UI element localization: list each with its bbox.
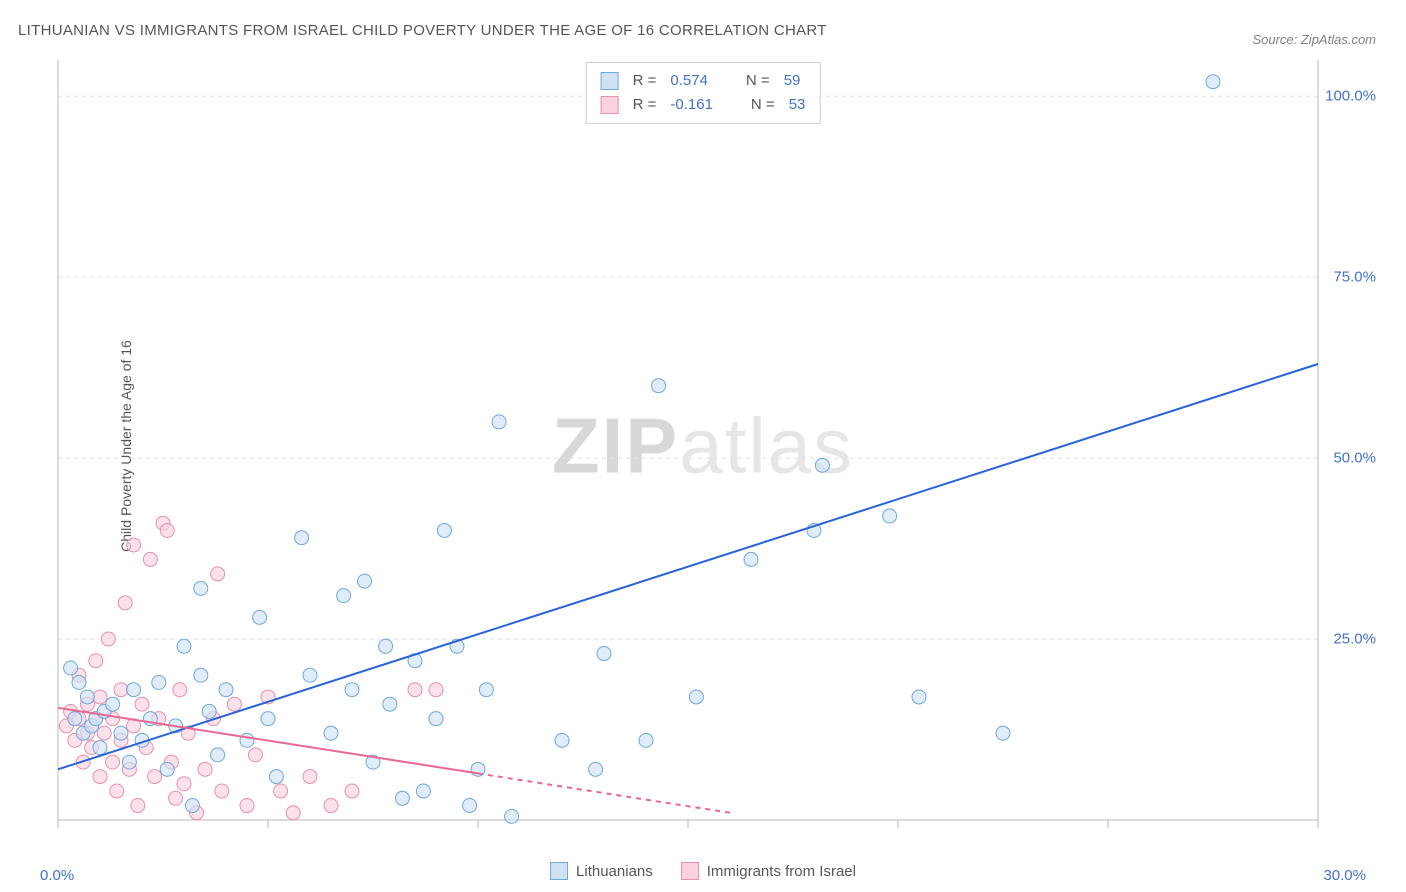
source-attribution: Source: ZipAtlas.com — [1252, 32, 1376, 47]
y-tick-label: 75.0% — [1333, 269, 1376, 286]
x-axis-min-label: 0.0% — [40, 867, 74, 884]
legend-bottom: Lithuanians Immigrants from Israel — [550, 862, 856, 880]
legend-item-series1: Lithuanians — [550, 862, 653, 880]
legend-label-series1: Lithuanians — [576, 863, 653, 880]
stats-row-series2: R = -0.161 N = 53 — [601, 93, 806, 117]
n-label-1: N = — [746, 69, 770, 93]
y-tick-label: 100.0% — [1325, 88, 1376, 105]
chart-area — [48, 60, 1328, 840]
stats-swatch-series1 — [601, 72, 619, 90]
chart-title: LITHUANIAN VS IMMIGRANTS FROM ISRAEL CHI… — [18, 22, 827, 39]
n-value-2: 53 — [789, 93, 806, 117]
legend-swatch-series2 — [681, 862, 699, 880]
x-axis-max-label: 30.0% — [1323, 867, 1366, 884]
legend-swatch-series1 — [550, 862, 568, 880]
y-tick-label: 50.0% — [1333, 450, 1376, 467]
legend-label-series2: Immigrants from Israel — [707, 863, 856, 880]
scatter-chart-svg — [48, 60, 1328, 840]
stats-row-series1: R = 0.574 N = 59 — [601, 69, 806, 93]
r-value-2: -0.161 — [670, 93, 713, 117]
stats-legend-box: R = 0.574 N = 59 R = -0.161 N = 53 — [586, 62, 821, 124]
legend-item-series2: Immigrants from Israel — [681, 862, 856, 880]
y-tick-label: 25.0% — [1333, 631, 1376, 648]
r-label-2: R = — [633, 93, 657, 117]
stats-swatch-series2 — [601, 96, 619, 114]
r-value-1: 0.574 — [670, 69, 708, 93]
n-label-2: N = — [751, 93, 775, 117]
n-value-1: 59 — [784, 69, 801, 93]
r-label-1: R = — [633, 69, 657, 93]
